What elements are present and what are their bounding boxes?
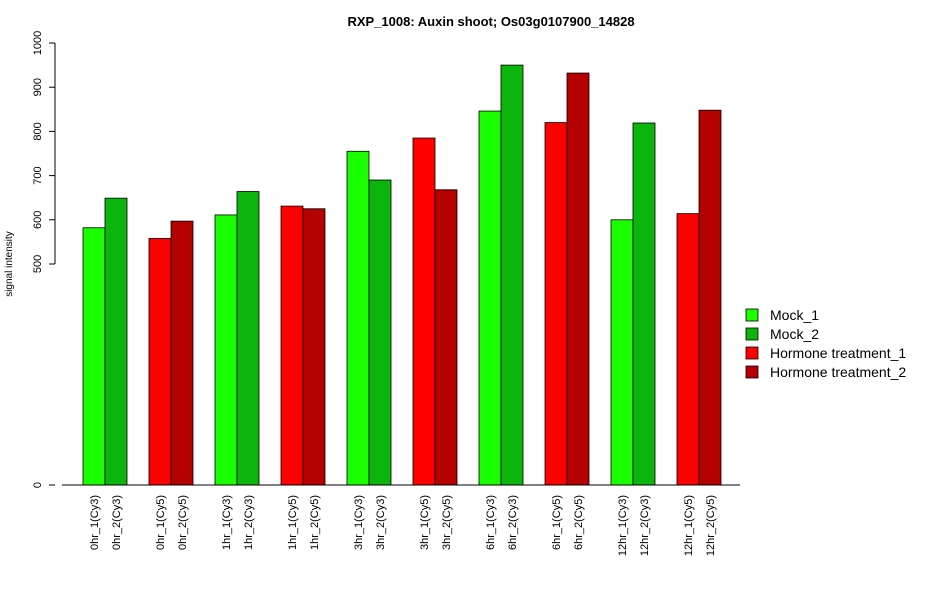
bar [676, 213, 700, 486]
x-tick-label: 3hr_2(Cy5) [441, 495, 453, 550]
bar [434, 189, 458, 486]
x-tick-labels: 0hr_1(Cy3) 0hr_2(Cy3) 0hr_1(Cy5) 0hr_2(Cy5)… [89, 495, 717, 556]
x-tick-label: 6hr_1(Cy5) [551, 495, 563, 550]
bars-group [82, 64, 722, 486]
legend-swatch [745, 365, 759, 379]
x-tick-label: 12hr_1(Cy5) [683, 495, 695, 556]
x-tick-label: 6hr_2(Cy5) [573, 495, 585, 550]
legend-label: Mock_2 [770, 326, 819, 342]
bar [236, 191, 260, 486]
bar [632, 122, 656, 486]
bar [82, 227, 106, 486]
x-tick-label: 0hr_2(Cy3) [111, 495, 123, 550]
bar [214, 214, 238, 486]
bar [148, 237, 172, 486]
bar [368, 179, 392, 486]
bar [280, 205, 304, 486]
x-tick-label: 1hr_2(Cy3) [243, 495, 255, 550]
y-tick-label: 0 [32, 482, 44, 488]
x-tick-label: 1hr_1(Cy3) [221, 495, 233, 550]
x-tick-label: 6hr_2(Cy3) [507, 495, 519, 550]
legend: Mock_1 Mock_2 Hormone treatment_1 Hormone t… [745, 307, 906, 380]
x-tick-label: 12hr_2(Cy3) [639, 495, 651, 556]
y-axis: 0 500 600 700 800 900 1000 [32, 31, 56, 488]
x-tick-label: 1hr_2(Cy5) [309, 495, 321, 550]
bar [478, 110, 502, 486]
y-tick-label: 1000 [32, 31, 44, 55]
x-tick-label: 3hr_1(Cy5) [419, 495, 431, 550]
x-tick-label: 0hr_2(Cy5) [177, 495, 189, 550]
x-tick-label: 0hr_1(Cy5) [155, 495, 167, 550]
bar [302, 208, 326, 486]
x-tick-label: 6hr_1(Cy3) [485, 495, 497, 550]
bar [610, 219, 634, 486]
y-tick-label: 900 [32, 78, 44, 96]
bar [544, 122, 568, 486]
y-tick-label: 800 [32, 122, 44, 140]
x-tick-label: 0hr_1(Cy3) [89, 495, 101, 550]
x-tick-label: 12hr_1(Cy3) [617, 495, 629, 556]
x-tick-label: 12hr_2(Cy5) [705, 495, 717, 556]
bar [698, 109, 722, 486]
legend-swatch [745, 346, 759, 360]
y-axis-title: signal intensity [4, 231, 15, 297]
legend-label: Hormone treatment_2 [770, 364, 906, 380]
x-tick-label: 3hr_1(Cy3) [353, 495, 365, 550]
chart-title: RXP_1008: Auxin shoot; Os03g0107900_1482… [347, 14, 634, 29]
legend-swatch [745, 327, 759, 341]
legend-label: Hormone treatment_1 [770, 345, 906, 361]
bar [500, 64, 524, 486]
bar [412, 137, 436, 486]
y-tick-label: 500 [32, 255, 44, 273]
y-tick-label: 700 [32, 166, 44, 184]
x-tick-label: 1hr_1(Cy5) [287, 495, 299, 550]
bar [104, 197, 128, 486]
legend-swatch [745, 308, 759, 322]
y-tick-label: 600 [32, 211, 44, 229]
x-tick-label: 3hr_2(Cy3) [375, 495, 387, 550]
bar [170, 220, 194, 486]
legend-label: Mock_1 [770, 307, 819, 323]
bar [346, 150, 370, 486]
bar [566, 72, 590, 486]
